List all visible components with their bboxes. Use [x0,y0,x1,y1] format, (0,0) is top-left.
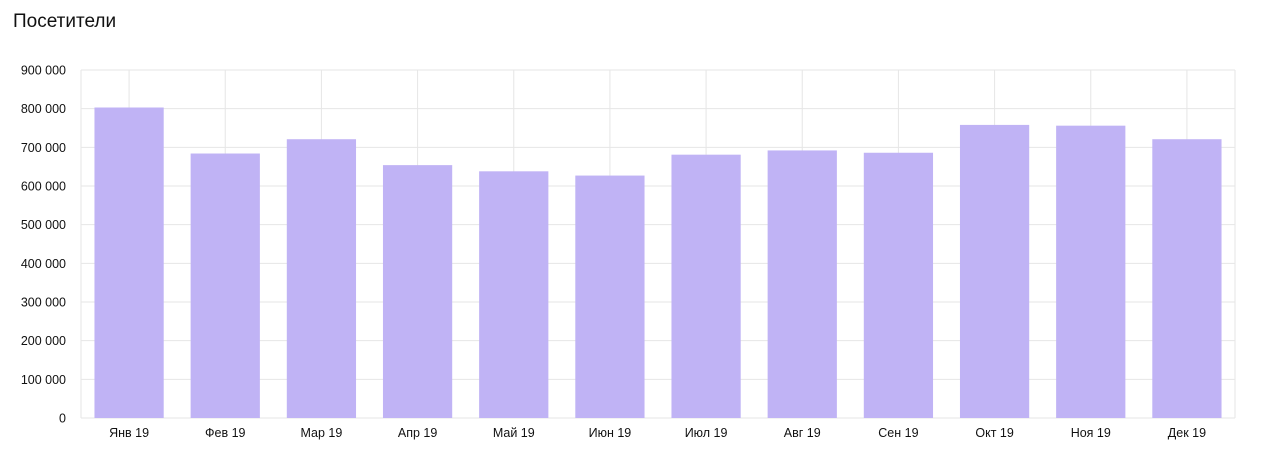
x-tick-label: Янв 19 [109,426,149,440]
bars [94,107,1222,419]
bar [190,153,260,418]
x-tick-label: Авг 19 [784,426,821,440]
y-tick-label: 900 000 [21,64,66,78]
y-tick-label: 700 000 [21,141,66,155]
x-tick-label: Апр 19 [398,426,437,440]
bar [575,175,645,418]
bar [286,139,357,419]
x-tick-label: Ноя 19 [1071,426,1111,440]
x-tick-label: Июн 19 [589,426,632,440]
y-axis: 0 100 000 200 000 300 000 400 000 500 000 600 … [21,64,66,426]
chart-title: Посетители [13,11,117,32]
y-tick-label: 300 000 [21,296,66,310]
y-tick-label: 800 000 [21,102,66,116]
bar [1152,139,1222,419]
x-axis: Янв 19 Фев 19 Мар 19 Апр 19 Май 19 Июн 19 Июл … [109,426,1206,440]
bar [767,150,837,418]
bar [479,171,549,418]
y-tick-label: 400 000 [21,257,66,271]
x-tick-label: Дек 19 [1168,426,1206,440]
x-tick-label: Фев 19 [205,426,246,440]
x-tick-label: Май 19 [493,426,535,440]
y-tick-label: 0 [59,412,66,426]
bar [94,107,164,419]
x-tick-label: Окт 19 [975,426,1013,440]
y-tick-label: 100 000 [21,373,66,387]
y-tick-label: 600 000 [21,180,66,194]
x-tick-label: Мар 19 [300,426,342,440]
bar [382,165,453,418]
bar [1056,125,1126,419]
x-tick-label: Июл 19 [685,426,728,440]
x-tick-label: Сен 19 [878,426,918,440]
y-tick-label: 200 000 [21,334,66,348]
bar [959,124,1030,418]
bar [671,154,741,418]
y-tick-label: 500 000 [21,218,66,232]
bar [863,152,934,418]
